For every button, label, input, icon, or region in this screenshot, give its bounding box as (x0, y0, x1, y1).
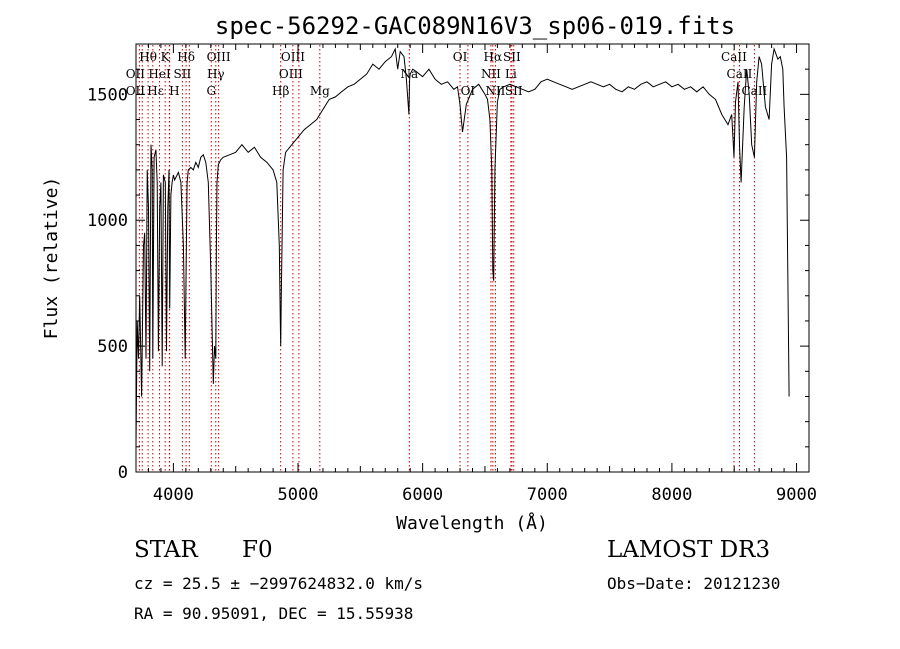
line-label-20: SII (503, 50, 521, 64)
x-tick-label-5: 9000 (776, 485, 817, 505)
line-label-0: Hθ (139, 50, 157, 64)
line-label-3: OII (126, 67, 146, 81)
y-tick-label-1: 500 (97, 337, 128, 357)
line-label-21: NII (481, 67, 501, 81)
line-label-25: CaII (721, 50, 747, 64)
line-label-6: OII (126, 84, 146, 98)
line-label-23: NII (485, 84, 505, 98)
line-label-10: Hγ (207, 67, 225, 81)
line-label-5: SII (174, 67, 192, 81)
y-tick-label-2: 1000 (87, 211, 128, 231)
line-label-26: CaII (727, 67, 753, 81)
line-label-7: Hε (147, 84, 164, 98)
line-label-2: Hδ (177, 50, 195, 64)
x-axis-label: Wavelength (Å) (396, 512, 548, 534)
plot-frame (135, 43, 810, 473)
line-label-14: Hβ (272, 84, 289, 98)
line-label-16: Na (400, 67, 418, 81)
observation-date: Obs−Date: 20121230 (607, 574, 781, 593)
y-axis: 0 500 1000 1500 (87, 43, 809, 483)
y-axis-label: Flux (relative) (41, 177, 62, 340)
x-tick-label-0: 4000 (153, 485, 194, 505)
chart-title: spec-56292-GAC089N16V3_sp06-019.fits (215, 12, 735, 40)
line-label-8: H (169, 84, 179, 98)
line-label-18: OI (461, 84, 476, 98)
coordinates-readout: RA = 90.95091, DEC = 15.55938 (134, 604, 414, 623)
object-subclass: F0 (242, 537, 273, 563)
spectrum-line (135, 47, 790, 447)
x-axis: 4000 5000 6000 7000 8000 9000 (135, 44, 817, 505)
x-tick-label-2: 6000 (402, 485, 443, 505)
line-label-19: Hα (484, 50, 503, 64)
line-label-11: G (206, 84, 216, 98)
x-tick-label-4: 8000 (651, 485, 692, 505)
line-label-17: OI (453, 50, 468, 64)
line-label-1: K (161, 50, 171, 64)
line-label-12: OIII (281, 50, 305, 64)
x-tick-label-3: 7000 (527, 485, 568, 505)
object-class: STAR (134, 537, 198, 563)
line-label-9: OIII (207, 50, 231, 64)
redshift-readout: cz = 25.5 ± −2997624832.0 km/s (134, 574, 423, 593)
line-label-15: Mg (310, 84, 330, 98)
survey-name: LAMOST DR3 (607, 537, 771, 563)
line-label-4: HeI (148, 67, 171, 81)
line-markers (138, 45, 755, 471)
line-label-13: OIII (279, 67, 303, 81)
line-label-22: Li (505, 67, 517, 81)
y-tick-label-0: 0 (118, 463, 128, 483)
x-tick-label-1: 5000 (278, 485, 319, 505)
y-tick-label-3: 1500 (87, 85, 128, 105)
